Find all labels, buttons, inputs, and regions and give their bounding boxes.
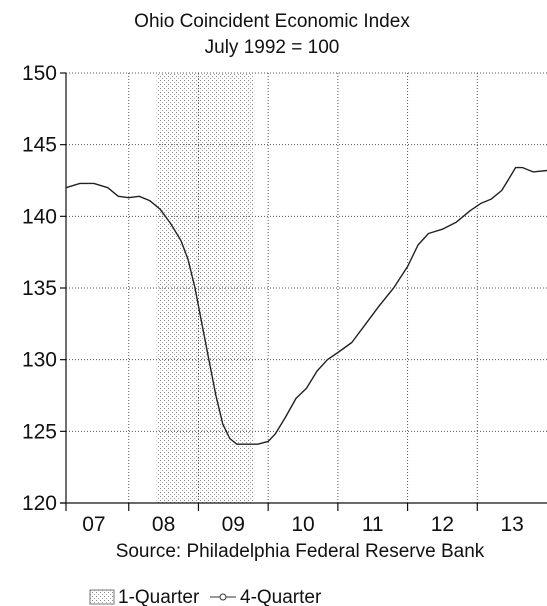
x-tick-label-07: 07 [82,513,105,536]
series-layer [65,166,547,445]
y-tick-labels: 120 125 130 135 140 145 150 [22,62,57,515]
legend-marker-4-quarter [219,593,227,601]
series-line-4-quarter [65,166,547,445]
chart-subtitle: July 1992 = 100 [205,37,340,58]
x-tick-label-11: 11 [362,513,384,536]
grid-layer [66,72,547,503]
y-tick-label-140: 140 [22,205,57,228]
legend-label-4-quarter: 4-Quarter [240,587,322,606]
x-tick-label-13: 13 [500,513,523,536]
legend-swatch-1-quarter [89,589,115,605]
x-tick-label-12: 12 [431,513,454,536]
x-tick-label-09: 09 [222,513,245,536]
legend-label-1-quarter: 1-Quarter [118,587,200,606]
axis-layer [60,72,547,511]
y-tick-label-150: 150 [22,62,57,85]
y-tick-label-145: 145 [22,134,57,157]
y-tick-label-135: 135 [22,277,57,300]
y-tick-label-125: 125 [22,420,57,443]
x-tick-label-10: 10 [291,513,314,536]
y-tick-label-130: 130 [22,349,57,372]
y-tick-label-120: 120 [22,492,57,515]
x-tick-label-08: 08 [152,513,175,536]
x-tick-labels: 07 08 09 10 11 12 13 [82,513,524,536]
chart-title: Ohio Coincident Economic Index [134,11,410,32]
legend: 1-Quarter 4-Quarter [89,587,322,606]
source-note: Source: Philadelphia Federal Reserve Ban… [116,541,485,562]
